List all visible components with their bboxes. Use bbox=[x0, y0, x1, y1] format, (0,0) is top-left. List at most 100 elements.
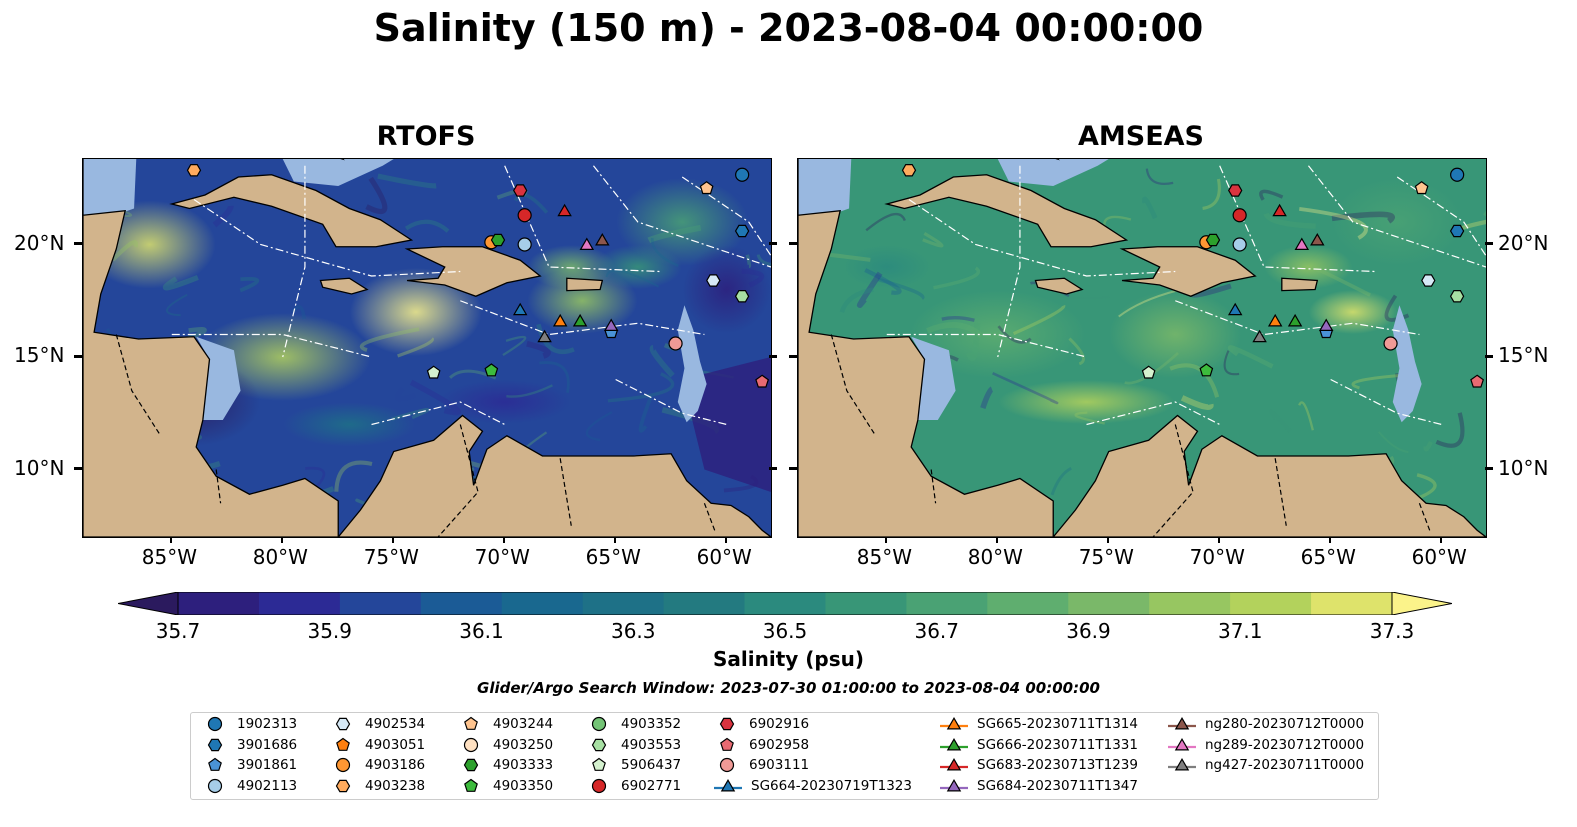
legend-symbol bbox=[208, 757, 222, 771]
legend-entry: SG683-20230713T1239 bbox=[939, 756, 1138, 774]
colorbar-segment bbox=[339, 592, 422, 615]
observation-SG684-20230711T1347 bbox=[1318, 318, 1334, 331]
observation-ng280-20230712T0000 bbox=[595, 233, 610, 246]
nicaragua-shelf bbox=[196, 336, 241, 420]
colorbar-segment bbox=[1230, 592, 1312, 615]
salinity-eddy bbox=[647, 224, 702, 244]
observation-4903553 bbox=[734, 290, 750, 303]
y-tick-label-right: 15°N bbox=[1498, 343, 1549, 367]
x-tick-label: 85°W bbox=[141, 545, 197, 569]
rtofs-salinity-map bbox=[82, 158, 772, 538]
legend-label: 5906437 bbox=[621, 757, 682, 773]
legend-label: SG666-20230711T1331 bbox=[977, 736, 1138, 753]
y-tick-label-right: 20°N bbox=[1498, 230, 1549, 255]
legend-label: 6902958 bbox=[749, 736, 810, 753]
eez-boundary bbox=[460, 300, 705, 336]
y-tick-mark bbox=[74, 242, 82, 245]
legend-symbol bbox=[591, 716, 607, 732]
legend-marker bbox=[208, 757, 222, 771]
legend-entry: 6902958 bbox=[713, 736, 809, 754]
bahamas-bank bbox=[997, 159, 1109, 186]
legend-symbol bbox=[335, 757, 351, 773]
salinity-eddy bbox=[1377, 431, 1409, 454]
salinity-eddy bbox=[1331, 211, 1395, 224]
observation-4902113 bbox=[1232, 237, 1247, 252]
legend-label: SG684-20230711T1347 bbox=[977, 777, 1138, 794]
salinity-eddy bbox=[513, 193, 549, 214]
x-tick-mark bbox=[1217, 537, 1220, 543]
jamaica-land bbox=[319, 277, 369, 295]
observation-5906437 bbox=[1141, 365, 1156, 379]
observation-4903333 bbox=[1205, 233, 1221, 247]
eez-boundary bbox=[1396, 176, 1486, 257]
legend-symbol bbox=[207, 716, 223, 732]
legend-marker bbox=[463, 758, 479, 772]
legend-label: SG664-20230719T1323 bbox=[751, 777, 912, 794]
nicaragua-shelf bbox=[911, 336, 956, 420]
salinity-eddy bbox=[536, 323, 575, 355]
salinity-eddy bbox=[539, 361, 570, 393]
legend-entry: 4903051 bbox=[329, 736, 425, 754]
observation-SG665-20230711T1314 bbox=[1267, 313, 1283, 327]
eez-boundary bbox=[1086, 401, 1220, 426]
salinity-eddy bbox=[1142, 196, 1158, 220]
legend-marker bbox=[940, 737, 968, 750]
amseas-salinity-map bbox=[797, 158, 1487, 538]
legend-symbol bbox=[1174, 717, 1190, 730]
salinity-field-patch bbox=[1308, 290, 1397, 334]
salinity-eddy bbox=[1299, 206, 1368, 240]
yucatan-central-america-land bbox=[798, 159, 1054, 537]
observation-SG684-20230711T1347 bbox=[603, 318, 619, 331]
panel-title-amseas: AMSEAS bbox=[1078, 121, 1204, 152]
observation-4903553 bbox=[1449, 290, 1465, 303]
salinity-eddy bbox=[997, 325, 1032, 344]
legend-label: 4903238 bbox=[365, 777, 426, 794]
salinity-eddy bbox=[756, 254, 771, 267]
legend-entry: 4903352 bbox=[585, 715, 681, 733]
map-canvas bbox=[83, 159, 771, 537]
colorbar-tick-label: 36.7 bbox=[914, 619, 960, 643]
x-tick-mark bbox=[1106, 537, 1109, 543]
salinity-eddy bbox=[409, 379, 461, 416]
salinity-eddy bbox=[865, 212, 906, 232]
salinity-eddy bbox=[922, 231, 944, 248]
x-tick-label: 60°W bbox=[1411, 545, 1467, 569]
salinity-eddy bbox=[1259, 189, 1284, 201]
legend-label: ng280-20230712T0000 bbox=[1205, 716, 1365, 732]
legend-marker bbox=[591, 738, 607, 751]
x-tick-mark bbox=[884, 537, 887, 543]
salinity-eddy bbox=[365, 176, 388, 214]
legend-symbol bbox=[335, 779, 351, 792]
salinity-eddy bbox=[992, 371, 1059, 405]
country-border bbox=[830, 334, 877, 437]
salinity-eddy bbox=[391, 408, 430, 421]
legend-label: 4903352 bbox=[621, 716, 682, 732]
eez-boundary bbox=[1219, 165, 1376, 273]
legend-label: SG683-20230713T1239 bbox=[977, 757, 1138, 773]
legend-symbol bbox=[946, 737, 962, 750]
salinity-eddy bbox=[864, 268, 902, 295]
legend-entry: ng427-20230711T0000 bbox=[1167, 756, 1364, 774]
y-tick-mark bbox=[789, 242, 797, 245]
x-tick-mark bbox=[169, 537, 172, 543]
colorbar-segment bbox=[178, 592, 260, 615]
colorbar-extend-min bbox=[118, 592, 179, 615]
y-tick-mark bbox=[789, 467, 797, 470]
y-tick-label-left: 20°N bbox=[14, 230, 65, 255]
country-border bbox=[215, 469, 222, 504]
legend-symbol bbox=[463, 758, 479, 772]
x-tick-mark bbox=[1328, 537, 1331, 543]
salinity-eddy bbox=[1298, 401, 1314, 431]
observation-SG683-20230713T1239 bbox=[1272, 203, 1287, 217]
hispaniola-land bbox=[404, 246, 542, 297]
colorbar-tick-label: 36.9 bbox=[1066, 619, 1111, 643]
salinity-field-patch bbox=[349, 268, 482, 356]
salinity-eddy bbox=[1068, 337, 1085, 366]
legend-marker bbox=[719, 757, 735, 773]
colorbar-segment bbox=[987, 592, 1069, 615]
observation-SG666-20230711T1331 bbox=[1287, 313, 1303, 327]
legend-symbol bbox=[1174, 758, 1190, 771]
salinity-eddy bbox=[111, 240, 138, 262]
legend-entry: 3901686 bbox=[201, 736, 297, 754]
eez-boundary bbox=[1307, 165, 1486, 268]
